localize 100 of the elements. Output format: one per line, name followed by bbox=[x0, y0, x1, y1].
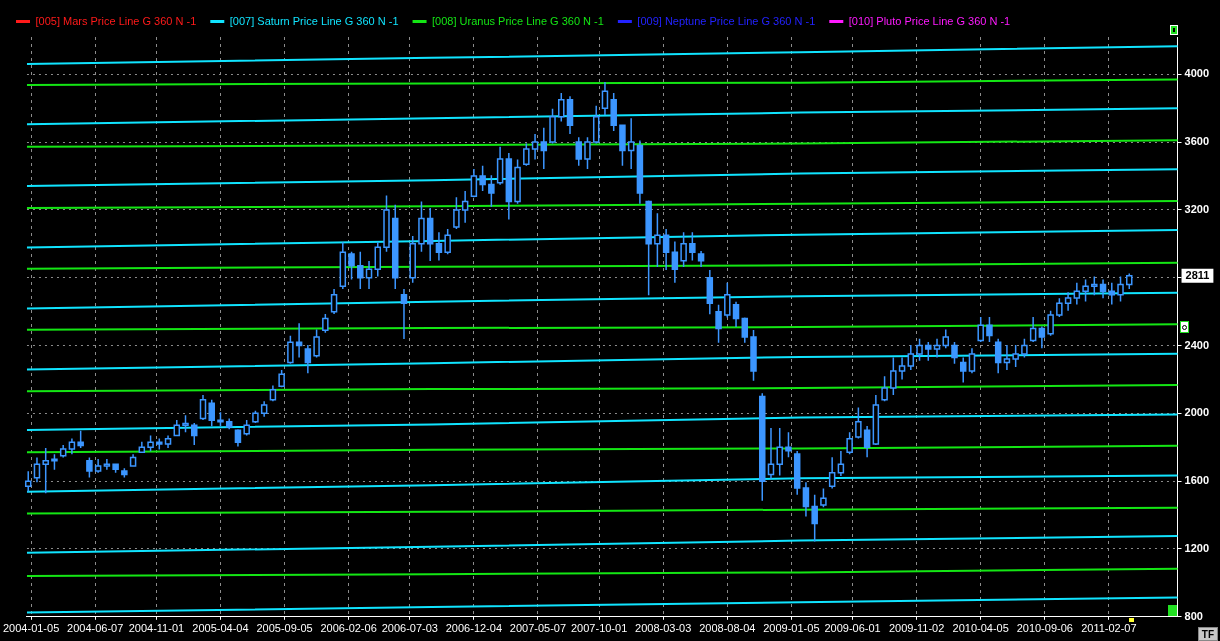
candlestick bbox=[348, 250, 355, 281]
candlestick bbox=[295, 322, 303, 359]
candlestick bbox=[785, 431, 792, 459]
candlestick bbox=[322, 313, 329, 334]
candlestick bbox=[42, 447, 49, 494]
candlestick bbox=[243, 419, 250, 437]
candlestick bbox=[523, 142, 530, 167]
candlestick bbox=[147, 434, 154, 452]
candlestick bbox=[1029, 316, 1037, 343]
candlestick bbox=[426, 207, 434, 262]
candlestick bbox=[1117, 275, 1124, 303]
candlestick bbox=[59, 444, 67, 459]
candlestick bbox=[129, 453, 137, 468]
candlestick bbox=[374, 241, 382, 278]
candlestick bbox=[776, 427, 783, 477]
candlestick bbox=[925, 341, 932, 362]
candlestick bbox=[1073, 281, 1081, 306]
candlestick bbox=[94, 458, 102, 474]
candlestick bbox=[269, 384, 277, 402]
y-tick-label: 800 bbox=[1184, 609, 1203, 622]
candlestick bbox=[575, 136, 582, 167]
x-tick-label: 2010-04-05 bbox=[952, 622, 1009, 635]
candlestick bbox=[418, 200, 425, 253]
text: 2811 bbox=[1185, 269, 1210, 282]
candlestick bbox=[287, 334, 294, 365]
candlestick bbox=[828, 456, 836, 490]
candlestick bbox=[217, 411, 224, 427]
y-tick-label: 2000 bbox=[1184, 406, 1210, 419]
candlestick bbox=[505, 152, 513, 221]
candlestick bbox=[907, 344, 915, 371]
candlestick bbox=[1038, 325, 1046, 350]
candlestick bbox=[514, 158, 521, 205]
candlestick bbox=[959, 356, 967, 384]
candlestick bbox=[627, 117, 635, 170]
candlestick bbox=[898, 356, 906, 381]
candlestick bbox=[916, 338, 923, 362]
x-tick-label: 2010-09-06 bbox=[1016, 622, 1073, 635]
candlestick bbox=[881, 375, 888, 402]
candlestick bbox=[986, 316, 993, 343]
candlestick bbox=[584, 136, 591, 170]
candlestick bbox=[994, 338, 1002, 374]
candlestick bbox=[112, 462, 119, 474]
candlestick bbox=[444, 228, 451, 255]
x-tick-label: 2007-05-07 bbox=[509, 622, 567, 635]
x-tick-label: 2004-01-05 bbox=[3, 622, 60, 635]
candlestick bbox=[278, 369, 285, 388]
candlestick bbox=[453, 196, 460, 230]
candlestick bbox=[1082, 278, 1089, 303]
candlestick bbox=[767, 427, 775, 480]
candlestick bbox=[199, 394, 207, 421]
candlestick bbox=[968, 347, 976, 374]
candlestick bbox=[820, 487, 827, 509]
candlestick bbox=[566, 95, 574, 135]
candlestick bbox=[610, 92, 617, 132]
candlestick bbox=[811, 493, 818, 543]
x-tick-label: 2005-09-05 bbox=[256, 622, 313, 635]
candlestick bbox=[234, 428, 242, 448]
candlestick bbox=[724, 281, 731, 319]
toolbar-button: TF bbox=[1197, 627, 1218, 641]
candlestick bbox=[1056, 297, 1063, 318]
candlestick bbox=[662, 228, 670, 271]
candlestick bbox=[619, 123, 626, 167]
candlestick bbox=[488, 174, 495, 208]
candlestick bbox=[933, 338, 941, 359]
candlestick bbox=[252, 409, 259, 424]
candlestick bbox=[191, 422, 198, 446]
x-tick-label: 2008-08-04 bbox=[699, 622, 756, 635]
candlestick bbox=[391, 204, 399, 290]
candlestick bbox=[1099, 278, 1107, 299]
candlestick bbox=[654, 212, 661, 268]
candlestick bbox=[759, 392, 766, 502]
candlestick bbox=[1091, 275, 1098, 296]
candlestick bbox=[942, 328, 950, 350]
candlestick bbox=[24, 470, 32, 493]
candlestick bbox=[304, 344, 312, 374]
candlestick bbox=[855, 406, 862, 440]
candlestick bbox=[1012, 344, 1019, 368]
candlestick bbox=[1064, 291, 1072, 312]
candlestick bbox=[863, 425, 871, 459]
candlestick bbox=[558, 92, 565, 123]
candlestick bbox=[435, 231, 443, 262]
candlestick bbox=[470, 168, 478, 198]
x-tick-label: 2009-11-02 bbox=[888, 622, 945, 635]
candlestick bbox=[793, 450, 801, 496]
candlestick bbox=[1003, 344, 1011, 371]
candlestick bbox=[636, 139, 644, 205]
candlestick bbox=[951, 341, 958, 365]
candlestick bbox=[706, 269, 714, 315]
x-tick-label: 2006-07-03 bbox=[381, 622, 438, 635]
candlestick bbox=[103, 458, 111, 471]
legend-label: [007] Saturn Price Line G 360 N -1 bbox=[229, 14, 399, 27]
candlestick bbox=[977, 316, 984, 343]
candlestick bbox=[846, 431, 853, 455]
candlestick bbox=[750, 329, 757, 382]
candlestick bbox=[383, 194, 390, 253]
x-tick-label: 2009-06-01 bbox=[824, 622, 881, 635]
candlestick bbox=[496, 145, 504, 186]
candlestick bbox=[365, 260, 373, 290]
candlestick bbox=[741, 316, 749, 344]
candlestick bbox=[77, 430, 84, 449]
